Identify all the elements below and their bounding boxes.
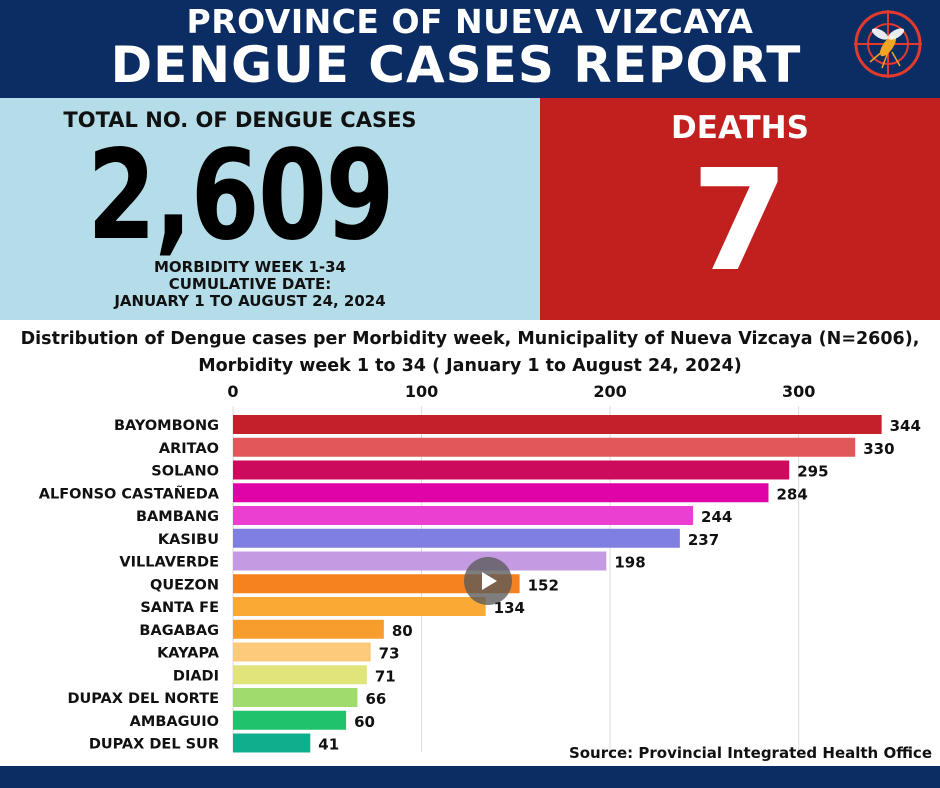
bar: [233, 688, 358, 707]
mosquito-crosshair-icon: [854, 10, 922, 78]
bar: [233, 415, 882, 434]
category-label: ARITAO: [159, 441, 219, 457]
data-label: 66: [365, 690, 386, 708]
bar: [233, 597, 486, 616]
deaths-value: 7: [691, 140, 789, 303]
bar: [233, 506, 694, 525]
data-label: 60: [354, 713, 375, 731]
bar: [233, 460, 790, 480]
deaths-panel: [540, 98, 940, 320]
bar: [233, 551, 607, 571]
data-label: 344: [890, 417, 921, 435]
category-label: SOLANO: [151, 464, 219, 480]
data-label: 152: [528, 576, 559, 594]
bar: [233, 483, 769, 503]
data-label: 295: [797, 463, 828, 481]
data-label: 198: [614, 554, 645, 572]
bar-chart: 0 100 200 300 BAYOMBONG 344 ARITAO 330 SOLANO 295…: [39, 382, 921, 754]
morbidity-week-text: MORBIDITY WEEK 1-34: [153, 258, 346, 276]
bar: [233, 437, 856, 457]
bar: [233, 528, 680, 548]
deaths-label: DEATHS: [671, 110, 809, 146]
category-label: AMBAGUIO: [130, 714, 219, 730]
category-label: KAYAPA: [157, 646, 220, 662]
data-label: 284: [776, 485, 807, 503]
category-label: SANTA FE: [140, 600, 219, 616]
data-label: 41: [318, 736, 339, 754]
category-label: BAGABAG: [139, 623, 219, 639]
chart-title: Distribution of Dengue cases per Morbidi…: [20, 329, 920, 349]
category-label: KASIBU: [158, 532, 219, 548]
play-button-icon[interactable]: [464, 557, 512, 605]
category-label: BAYOMBONG: [114, 418, 219, 434]
x-tick-label: 0: [227, 382, 238, 401]
bar: [233, 665, 367, 685]
category-label: DUPAX DEL NORTE: [67, 691, 219, 707]
bar: [233, 574, 520, 594]
data-label: 73: [379, 645, 400, 663]
date-range-text: JANUARY 1 TO AUGUST 24, 2024: [114, 292, 386, 310]
data-label: 330: [863, 440, 894, 458]
data-label: 244: [701, 508, 732, 526]
data-label: 134: [494, 599, 525, 617]
chart-title-block: Distribution of Dengue cases per Morbidi…: [0, 326, 940, 380]
total-cases-panel: [0, 98, 540, 320]
morbidity-info: MORBIDITY WEEK 1-34 CUMULATIVE DATE: JAN…: [0, 259, 500, 310]
total-cases-value: 2,609: [87, 124, 394, 268]
source-note: Source: Provincial Integrated Health Off…: [568, 744, 932, 762]
header-banner: [0, 0, 940, 98]
cumulative-date-label: CUMULATIVE DATE:: [168, 275, 332, 293]
bar: [233, 710, 347, 730]
footer-bar: [0, 766, 940, 788]
data-label: 80: [392, 622, 413, 640]
total-cases-label: TOTAL NO. OF DENGUE CASES: [63, 108, 417, 132]
report-title: DENGUE CASES REPORT: [110, 36, 802, 94]
x-tick-label: 300: [782, 382, 815, 401]
data-label: 237: [688, 531, 719, 549]
category-label: QUEZON: [150, 577, 219, 593]
chart-subtitle: Morbidity week 1 to 34 ( January 1 to Au…: [198, 356, 742, 376]
data-label: 71: [375, 667, 396, 685]
x-tick-label: 200: [593, 382, 626, 401]
bar: [233, 733, 311, 753]
bar: [233, 619, 384, 639]
category-label: BAMBANG: [136, 509, 219, 525]
province-title: PROVINCE OF NUEVA VIZCAYA: [186, 2, 754, 41]
category-label: DIADI: [173, 668, 219, 684]
category-label: VILLAVERDE: [119, 555, 219, 571]
category-label: ALFONSO CASTAÑEDA: [39, 485, 220, 502]
x-tick-label: 100: [405, 382, 438, 401]
category-label: DUPAX DEL SUR: [89, 737, 219, 753]
bar: [233, 642, 371, 662]
